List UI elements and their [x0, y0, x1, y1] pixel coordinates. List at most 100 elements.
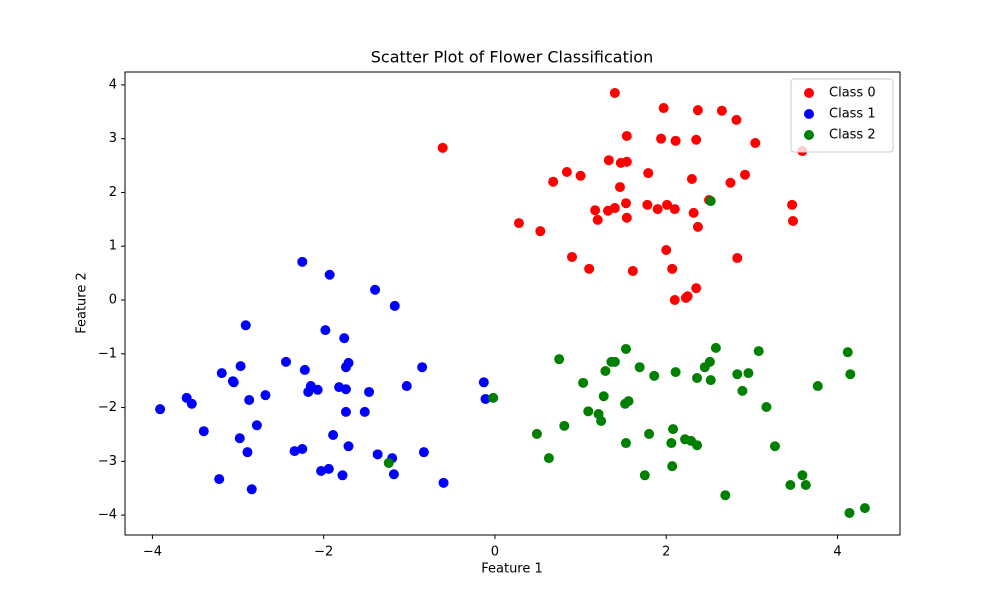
- point: [389, 300, 400, 311]
- point: [691, 134, 702, 145]
- point: [609, 203, 620, 214]
- point: [383, 457, 394, 468]
- point: [750, 137, 761, 148]
- point: [548, 176, 559, 187]
- point: [670, 367, 681, 378]
- legend: Class 0 Class 1 Class 2: [790, 78, 894, 153]
- point: [244, 395, 255, 406]
- point: [686, 174, 697, 185]
- point: [214, 474, 225, 485]
- legend-marker: [804, 130, 814, 140]
- point: [234, 433, 245, 444]
- point: [575, 170, 586, 181]
- point: [584, 263, 595, 274]
- point: [417, 362, 428, 373]
- x-tick-label: 2: [662, 545, 670, 560]
- point: [658, 103, 669, 114]
- point: [800, 479, 811, 490]
- x-axis-label: Feature 1: [481, 562, 543, 577]
- point: [186, 398, 197, 409]
- point: [644, 428, 655, 439]
- point: [198, 426, 209, 437]
- legend-label: Class 1: [829, 107, 876, 122]
- point: [621, 156, 632, 167]
- x-tick-label: 4: [833, 545, 841, 560]
- point: [732, 253, 743, 264]
- x-tick-label: −4: [143, 545, 162, 560]
- point: [312, 384, 323, 395]
- point: [364, 386, 375, 397]
- legend-label: Class 0: [829, 86, 876, 101]
- y-tick-label: −1: [98, 346, 117, 361]
- point: [620, 343, 631, 354]
- point: [155, 404, 166, 415]
- point: [554, 354, 565, 365]
- point: [531, 428, 542, 439]
- point: [692, 105, 703, 116]
- point: [438, 477, 449, 488]
- point: [787, 199, 798, 210]
- y-tick-label: 1: [109, 239, 117, 254]
- point: [668, 424, 679, 435]
- point: [543, 453, 554, 464]
- point: [642, 199, 653, 210]
- point: [785, 479, 796, 490]
- point: [743, 368, 754, 379]
- point: [370, 284, 381, 295]
- point: [559, 420, 570, 431]
- point: [246, 484, 257, 495]
- point: [666, 438, 677, 449]
- point: [725, 177, 736, 188]
- legend-marker: [804, 88, 814, 98]
- point: [596, 415, 607, 426]
- point: [656, 133, 667, 144]
- point: [340, 384, 351, 395]
- point: [297, 256, 308, 267]
- point: [669, 295, 680, 306]
- x-tick-label: 0: [491, 545, 499, 560]
- point: [297, 443, 308, 454]
- legend-box: [790, 78, 894, 153]
- point: [303, 386, 314, 397]
- point: [343, 441, 354, 452]
- y-tick-label: −3: [98, 454, 117, 469]
- point: [328, 429, 339, 440]
- point: [609, 87, 620, 98]
- point: [662, 199, 673, 210]
- point: [621, 130, 632, 141]
- point: [289, 446, 300, 457]
- point: [842, 347, 853, 358]
- point: [859, 503, 870, 514]
- point: [513, 218, 524, 229]
- point: [620, 198, 631, 209]
- point: [583, 406, 594, 417]
- point: [761, 402, 772, 413]
- point: [590, 205, 601, 216]
- point: [705, 196, 716, 207]
- point: [692, 221, 703, 232]
- point: [639, 470, 650, 481]
- point: [710, 342, 721, 353]
- point: [667, 263, 678, 274]
- y-tick-label: 2: [109, 185, 117, 200]
- point: [316, 466, 327, 477]
- point: [705, 375, 716, 386]
- point: [280, 356, 291, 367]
- point: [535, 226, 546, 237]
- point: [692, 372, 703, 383]
- point: [692, 440, 703, 451]
- point: [740, 169, 750, 180]
- point: [716, 105, 727, 116]
- point: [372, 449, 383, 460]
- point: [240, 320, 251, 331]
- point: [567, 251, 578, 262]
- point: [667, 461, 678, 472]
- point: [797, 470, 808, 481]
- point: [578, 377, 589, 388]
- point: [561, 167, 572, 178]
- y-tick-label: 4: [109, 77, 117, 92]
- point: [478, 377, 489, 388]
- point: [731, 114, 742, 125]
